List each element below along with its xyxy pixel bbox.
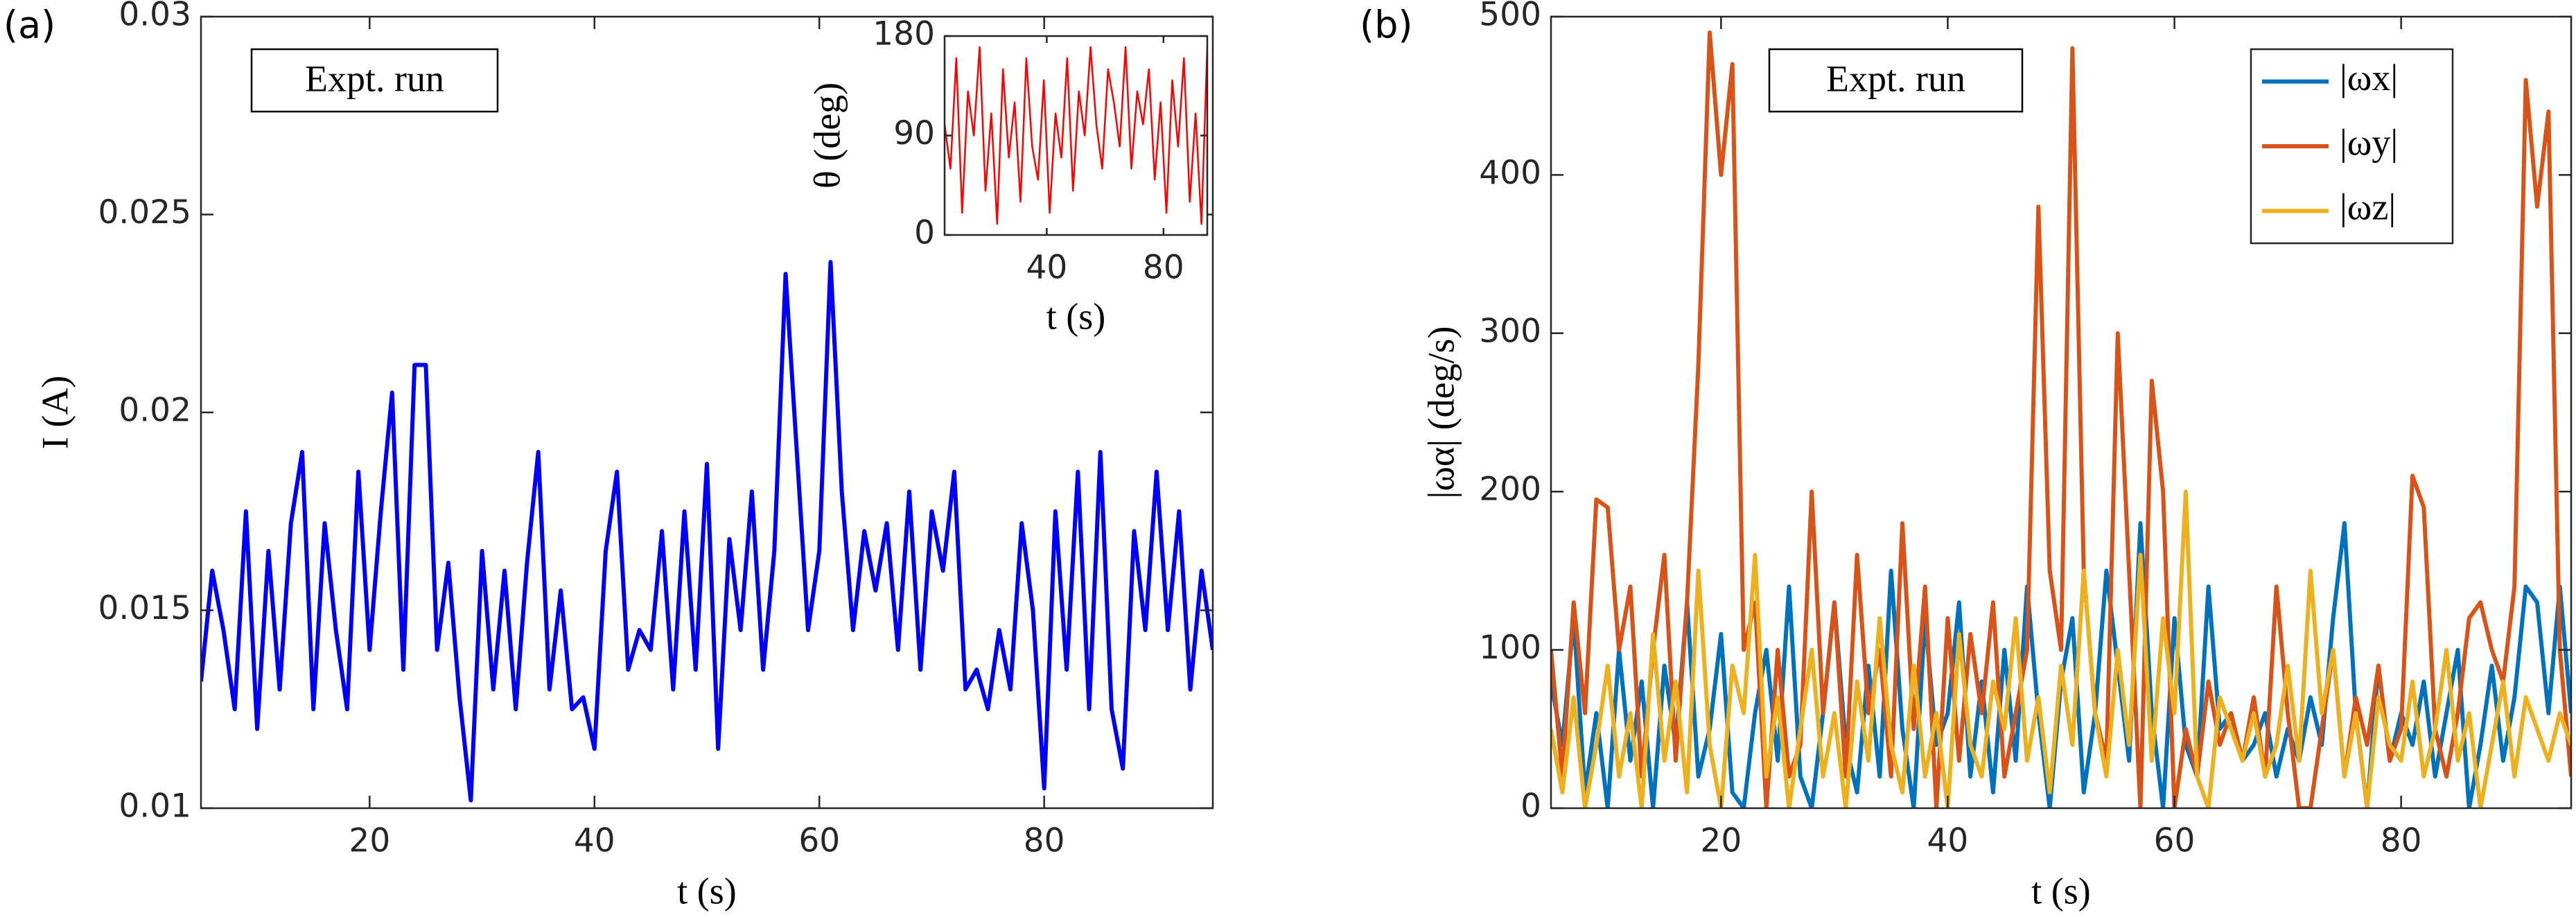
x-axis-label: t (s)	[2031, 870, 2090, 911]
panel-label: (b)	[1360, 3, 1412, 47]
data-line	[1551, 489, 2571, 808]
x-tick-label: 60	[2154, 822, 2196, 860]
x-tick-label: 20	[1700, 822, 1742, 860]
y-tick-label: 0.02	[119, 392, 191, 430]
y-tick-label: 100	[1479, 629, 1541, 667]
y-tick-label: 0	[1521, 787, 1541, 826]
y-tick-label: 0.01	[119, 787, 191, 826]
y-axis-label: |ωα| (deg/s)	[1420, 326, 1462, 499]
y-tick-label: 0.015	[98, 589, 191, 627]
y-tick-label: 0.025	[98, 193, 191, 232]
x-tick-label: 80	[1024, 822, 1065, 860]
y-tick-label: 400	[1479, 154, 1541, 192]
legend-label: |ωz|	[2340, 186, 2396, 228]
plot-lines	[201, 260, 1213, 803]
annotation-box	[1768, 48, 2024, 113]
x-axis-label: t (s)	[677, 870, 736, 911]
y-tick-label: 90	[893, 114, 935, 152]
x-tick-label: 20	[349, 822, 390, 860]
x-tick-label: 80	[2381, 822, 2422, 860]
annotation: Expt. run	[1826, 58, 1965, 99]
y-tick-label: 180	[873, 15, 935, 53]
x-tick-label: 40	[574, 822, 615, 860]
y-axis-label: I (A)	[34, 376, 76, 449]
plot-lines	[945, 46, 1207, 225]
axes-box	[1550, 15, 2573, 810]
data-line	[945, 46, 1207, 225]
data-line	[1551, 30, 2571, 808]
plot-lines	[1551, 30, 2571, 808]
x-tick-label: 40	[1927, 822, 1969, 860]
annotation: Expt. run	[305, 58, 444, 99]
panel-label: (a)	[3, 3, 55, 47]
x-tick-label: 80	[1143, 249, 1184, 287]
legend-label: |ωx|	[2340, 57, 2398, 98]
y-tick-label: 300	[1479, 312, 1541, 350]
y-tick-label: 0	[914, 214, 935, 252]
y-axis-label: θ (deg)	[806, 82, 848, 189]
x-axis-label: t (s)	[1046, 295, 1105, 337]
y-tick-label: 500	[1479, 0, 1541, 34]
y-tick-label: 200	[1479, 471, 1541, 509]
y-tick-label: 0.03	[119, 0, 191, 34]
x-tick-label: 60	[798, 822, 840, 860]
annotation-box	[250, 48, 499, 113]
x-tick-label: 40	[1026, 249, 1067, 287]
legend-label: |ωy|	[2340, 121, 2398, 163]
data-line	[201, 260, 1213, 803]
